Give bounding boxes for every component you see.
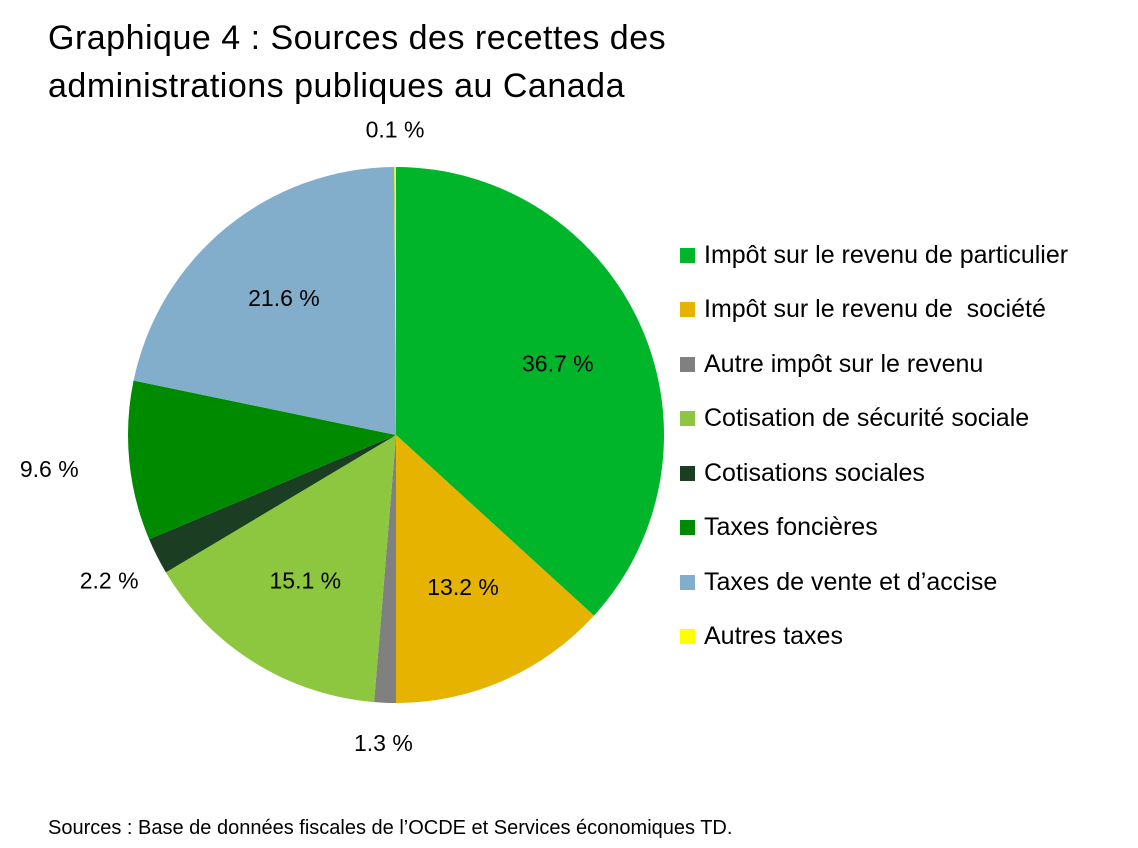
legend-label: Cotisation de sécurité sociale <box>704 404 1030 433</box>
legend-label: Taxes foncières <box>704 513 878 542</box>
legend-label: Impôt sur le revenu de société <box>704 295 1046 324</box>
legend-swatch <box>680 574 695 590</box>
legend-item-taxes-vente: Taxes de vente et d’accise <box>680 555 1138 610</box>
legend-item-impot-societe: Impôt sur le revenu de société <box>680 283 1138 338</box>
pie-slice <box>128 380 397 540</box>
slice-value-label: 9.6 % <box>20 456 79 482</box>
legend-swatch <box>680 302 695 318</box>
legend-item-taxes-foncieres: Taxes foncières <box>680 501 1138 556</box>
legend-swatch <box>680 629 695 645</box>
pie-slice <box>396 435 594 703</box>
legend-label: Autre impôt sur le revenu <box>704 349 984 378</box>
slice-value-label: 36.7 % <box>522 351 594 377</box>
legend-swatch <box>680 247 695 263</box>
legend-label: Autres taxes <box>704 622 843 651</box>
pie-slice <box>394 167 396 435</box>
pie-slice <box>149 435 396 573</box>
legend-item-cotisations-sociales: Cotisations sociales <box>680 446 1138 501</box>
pie-slice <box>374 435 396 703</box>
legend-swatch <box>680 356 695 372</box>
legend-item-autre-impot: Autre impôt sur le revenu <box>680 337 1138 392</box>
slice-value-label: 1.3 % <box>354 730 413 756</box>
legend-label: Impôt sur le revenu de particulier <box>704 240 1069 269</box>
chart-title-line-2: administrations publiques au Canada <box>48 67 625 105</box>
legend: Impôt sur le revenu de particulier Impôt… <box>680 228 1138 664</box>
legend-item-impot-particulier: Impôt sur le revenu de particulier <box>680 228 1138 283</box>
slice-value-label: 0.1 % <box>366 116 425 142</box>
legend-swatch <box>680 411 695 427</box>
chart-title-line-1: Graphique 4 : Sources des recettes des <box>48 19 667 57</box>
legend-label: Cotisations sociales <box>704 458 925 487</box>
slice-value-label: 21.6 % <box>248 285 320 311</box>
chart-title: Graphique 4 : Sources des recettes des a… <box>48 14 948 110</box>
pie-slice <box>133 167 396 435</box>
pie-slice <box>165 435 396 703</box>
legend-item-autres-taxes: Autres taxes <box>680 610 1138 665</box>
slice-value-label: 15.1 % <box>269 568 341 594</box>
pie-slice <box>396 167 664 616</box>
slice-value-label: 13.2 % <box>427 574 499 600</box>
legend-swatch <box>680 465 695 481</box>
legend-label: Taxes de vente et d’accise <box>704 567 998 596</box>
legend-swatch <box>680 520 695 536</box>
source-note: Sources : Base de données fiscales de l’… <box>48 817 733 839</box>
slice-value-label: 2.2 % <box>80 567 139 593</box>
legend-item-securite-sociale: Cotisation de sécurité sociale <box>680 392 1138 447</box>
